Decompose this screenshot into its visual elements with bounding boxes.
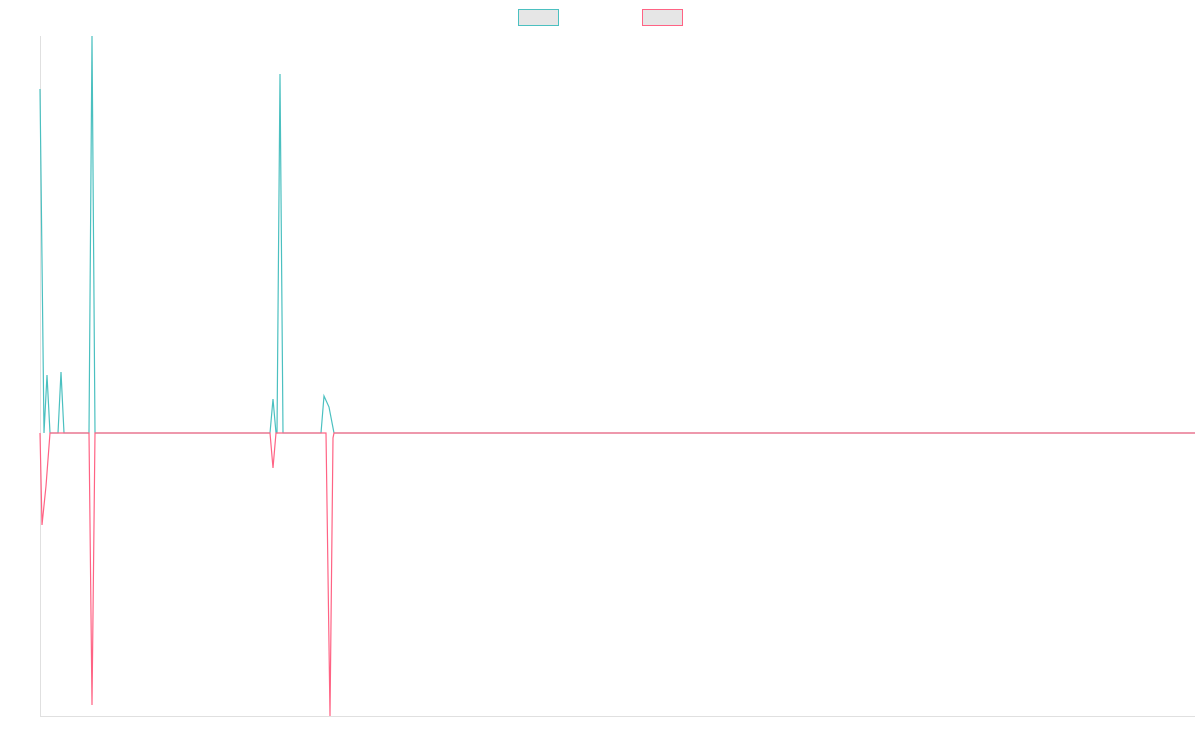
line-series xyxy=(39,35,1195,434)
legend-swatch[interactable] xyxy=(642,9,683,26)
legend-swatch[interactable] xyxy=(518,9,559,26)
line-series xyxy=(39,432,1195,717)
